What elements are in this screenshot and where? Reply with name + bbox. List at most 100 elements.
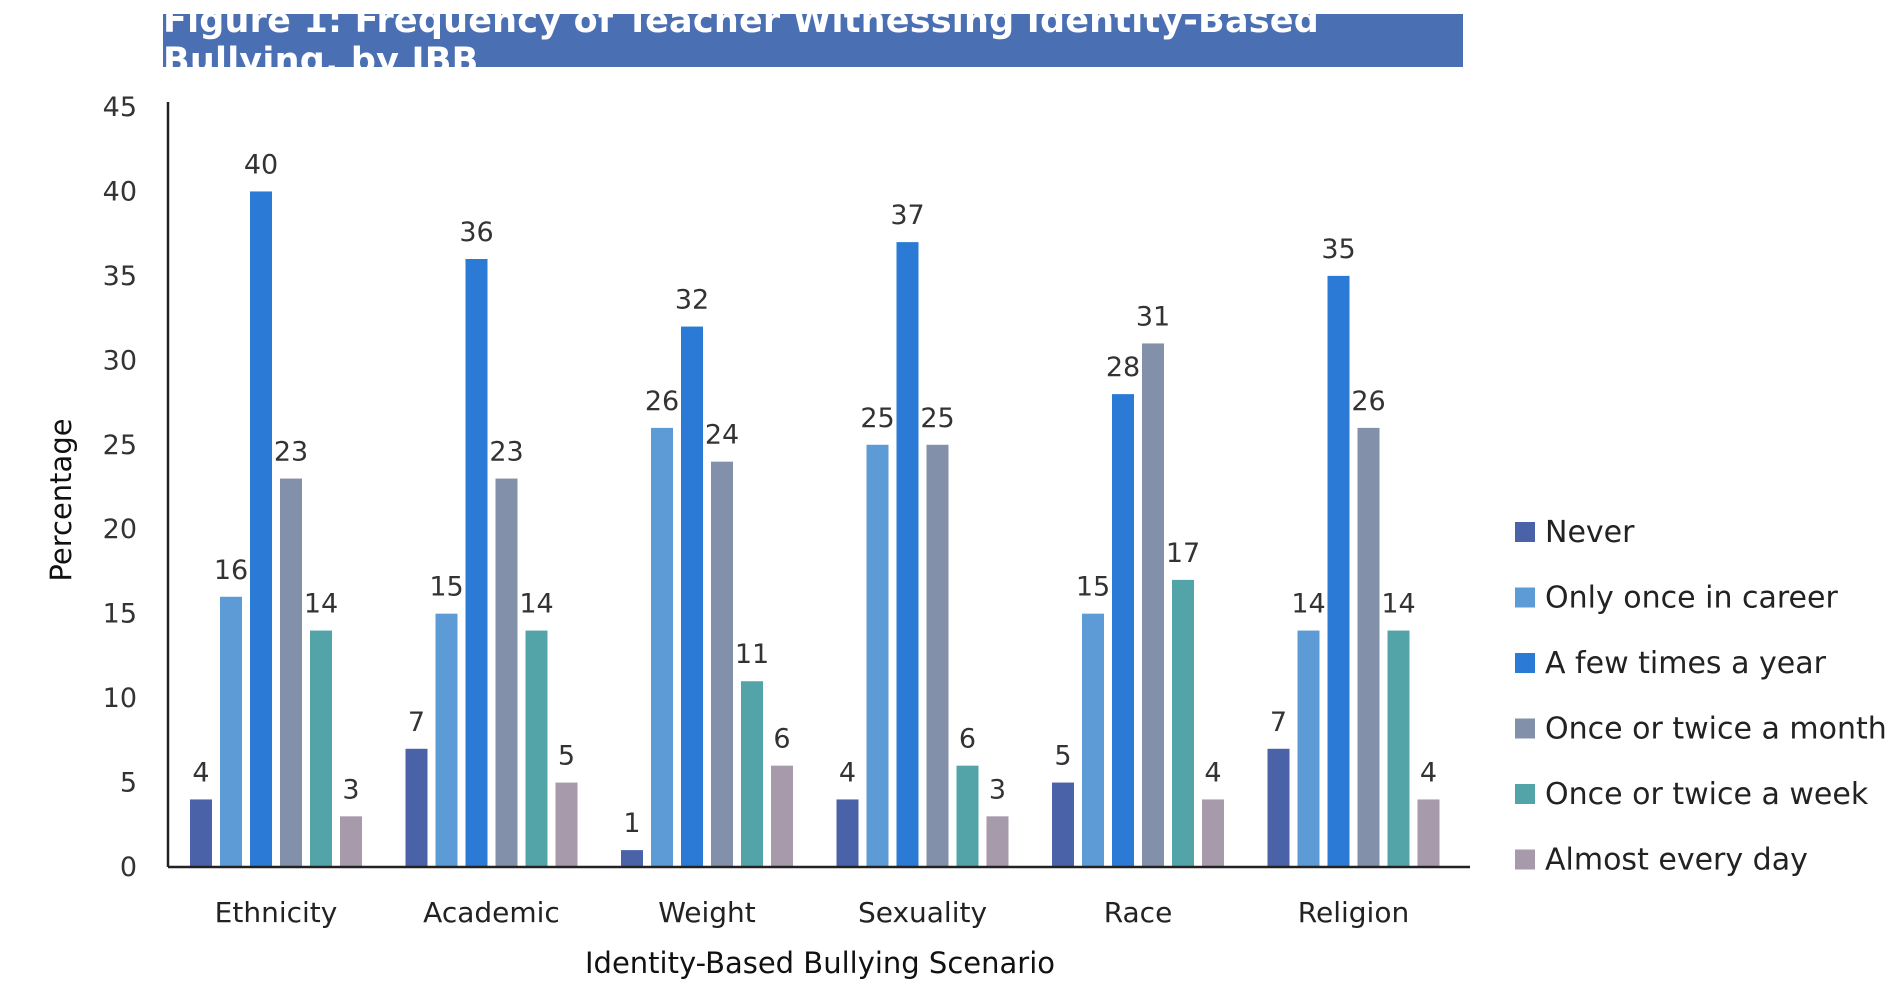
bar <box>836 799 859 867</box>
data-label: 40 <box>244 149 278 180</box>
x-tick-label: Race <box>1104 896 1173 929</box>
data-label: 5 <box>558 741 575 772</box>
data-label: 14 <box>304 589 338 620</box>
bar <box>1327 275 1350 867</box>
bar <box>495 478 518 867</box>
bar <box>190 799 212 867</box>
legend-label: A few times a year <box>1545 646 1827 681</box>
bar <box>681 326 703 867</box>
legend-label: Once or twice a month <box>1545 712 1887 747</box>
data-label: 6 <box>959 724 976 755</box>
legend-swatch <box>1515 653 1535 673</box>
data-label: 4 <box>1204 757 1221 788</box>
data-label: 17 <box>1166 538 1200 569</box>
data-label: 5 <box>1054 741 1071 772</box>
data-label: 14 <box>1291 589 1325 620</box>
bar <box>896 242 919 868</box>
bar <box>1297 630 1320 867</box>
bar <box>1142 343 1164 867</box>
legend-label: Never <box>1545 515 1635 550</box>
legend-label: Almost every day <box>1545 843 1808 878</box>
data-label: 26 <box>1351 386 1385 417</box>
bar <box>926 444 949 867</box>
bar <box>741 681 763 867</box>
bar <box>1172 579 1194 867</box>
data-label: 6 <box>773 724 790 755</box>
legend-swatch <box>1515 784 1535 804</box>
bar <box>310 630 332 867</box>
legend: Never Only once in career A few times a ye… <box>1515 515 1887 878</box>
bar <box>555 782 578 867</box>
bar <box>340 816 362 867</box>
data-labels-layer: 4164023143715362314512632241164253725635… <box>192 149 1437 839</box>
legend-swatch <box>1515 849 1535 870</box>
data-label: 35 <box>1321 234 1355 265</box>
data-label: 4 <box>839 757 856 788</box>
x-tick-label: Academic <box>423 896 560 929</box>
y-tick-label: 30 <box>103 345 137 376</box>
bar <box>220 596 242 867</box>
x-tick-label: Sexuality <box>858 896 987 929</box>
bars-layer <box>190 191 1440 868</box>
bar <box>250 191 272 867</box>
bar <box>465 259 488 867</box>
bar <box>1052 782 1074 867</box>
data-label: 3 <box>989 774 1006 805</box>
data-label: 25 <box>920 403 954 434</box>
bar <box>1267 748 1290 867</box>
bar <box>711 461 733 867</box>
bar <box>651 427 673 867</box>
bar <box>956 765 979 867</box>
y-tick-label: 25 <box>103 430 137 461</box>
data-label: 16 <box>214 555 248 586</box>
data-label: 32 <box>675 285 709 316</box>
data-label: 3 <box>342 774 359 805</box>
data-label: 37 <box>890 200 924 231</box>
data-label: 11 <box>735 639 769 670</box>
x-tick-label: Religion <box>1298 896 1409 929</box>
y-tick-label: 5 <box>120 768 137 799</box>
y-tick-label: 20 <box>103 514 137 545</box>
x-tick-label: Weight <box>658 896 756 929</box>
data-label: 23 <box>489 437 523 468</box>
legend-swatch <box>1515 522 1535 542</box>
y-tick-label: 35 <box>103 261 137 292</box>
y-tick-label: 10 <box>103 683 137 714</box>
y-tick-label: 40 <box>103 176 137 207</box>
bar <box>866 444 889 867</box>
legend-swatch <box>1515 718 1535 739</box>
data-label: 26 <box>645 386 679 417</box>
y-tick-label: 15 <box>103 599 137 630</box>
data-label: 31 <box>1136 301 1170 332</box>
bar <box>1417 799 1440 867</box>
data-label: 36 <box>459 217 493 248</box>
legend-label: Only once in career <box>1545 581 1838 616</box>
data-label: 24 <box>705 420 739 451</box>
bar <box>435 613 458 867</box>
data-label: 7 <box>1270 707 1287 738</box>
data-label: 7 <box>408 707 425 738</box>
y-axis-title: Percentage <box>44 418 78 581</box>
legend-label: Once or twice a week <box>1545 777 1869 812</box>
data-label: 14 <box>519 589 553 620</box>
bar <box>1202 799 1224 867</box>
x-tick-label: Ethnicity <box>215 896 338 929</box>
data-label: 15 <box>429 572 463 603</box>
data-label: 14 <box>1381 589 1415 620</box>
data-label: 4 <box>192 757 209 788</box>
y-tick-label: 0 <box>120 852 137 883</box>
data-label: 1 <box>623 808 640 839</box>
data-label: 4 <box>1420 757 1437 788</box>
x-axis-title: Identity-Based Bullying Scenario <box>585 946 1055 980</box>
bar <box>1357 427 1380 867</box>
bar <box>1082 613 1104 867</box>
data-label: 28 <box>1106 352 1140 383</box>
bar <box>280 478 302 867</box>
y-tick-label: 45 <box>103 92 137 123</box>
data-label: 25 <box>860 403 894 434</box>
legend-swatch <box>1515 587 1535 608</box>
bar <box>621 850 643 867</box>
bar <box>405 748 428 867</box>
